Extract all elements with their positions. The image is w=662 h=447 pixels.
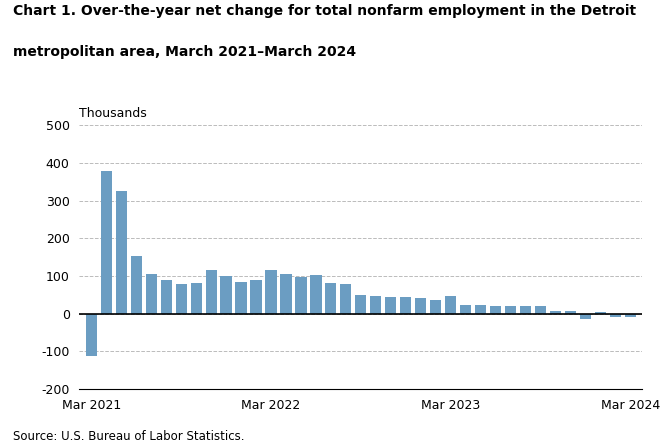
Bar [475, 305, 486, 313]
Bar [220, 276, 232, 313]
Bar [520, 306, 531, 313]
Bar [161, 280, 172, 313]
Bar [549, 311, 561, 313]
Bar [610, 313, 621, 317]
Bar [265, 270, 277, 313]
Bar [310, 275, 322, 313]
Bar [565, 311, 576, 313]
Bar [415, 298, 426, 313]
Bar [400, 297, 411, 313]
Bar [580, 313, 591, 319]
Bar [116, 191, 127, 313]
Bar [340, 284, 352, 313]
Bar [385, 297, 397, 313]
Bar [594, 312, 606, 313]
Bar [355, 295, 366, 313]
Bar [325, 283, 336, 313]
Bar [445, 296, 456, 313]
Bar [130, 256, 142, 313]
Bar [280, 274, 291, 313]
Bar [191, 283, 202, 313]
Text: metropolitan area, March 2021–March 2024: metropolitan area, March 2021–March 2024 [13, 45, 356, 59]
Bar [295, 277, 307, 313]
Bar [430, 300, 442, 313]
Bar [236, 282, 247, 313]
Text: Source: U.S. Bureau of Labor Statistics.: Source: U.S. Bureau of Labor Statistics. [13, 430, 245, 443]
Text: Thousands: Thousands [79, 107, 147, 120]
Bar [624, 313, 636, 317]
Bar [146, 274, 157, 313]
Bar [101, 171, 112, 313]
Bar [175, 284, 187, 313]
Bar [460, 305, 471, 313]
Bar [490, 306, 501, 313]
Bar [370, 296, 381, 313]
Text: Chart 1. Over-the-year net change for total nonfarm employment in the Detroit: Chart 1. Over-the-year net change for to… [13, 4, 636, 18]
Bar [86, 313, 97, 356]
Bar [250, 280, 261, 313]
Bar [505, 306, 516, 313]
Bar [535, 306, 546, 313]
Bar [205, 270, 216, 313]
